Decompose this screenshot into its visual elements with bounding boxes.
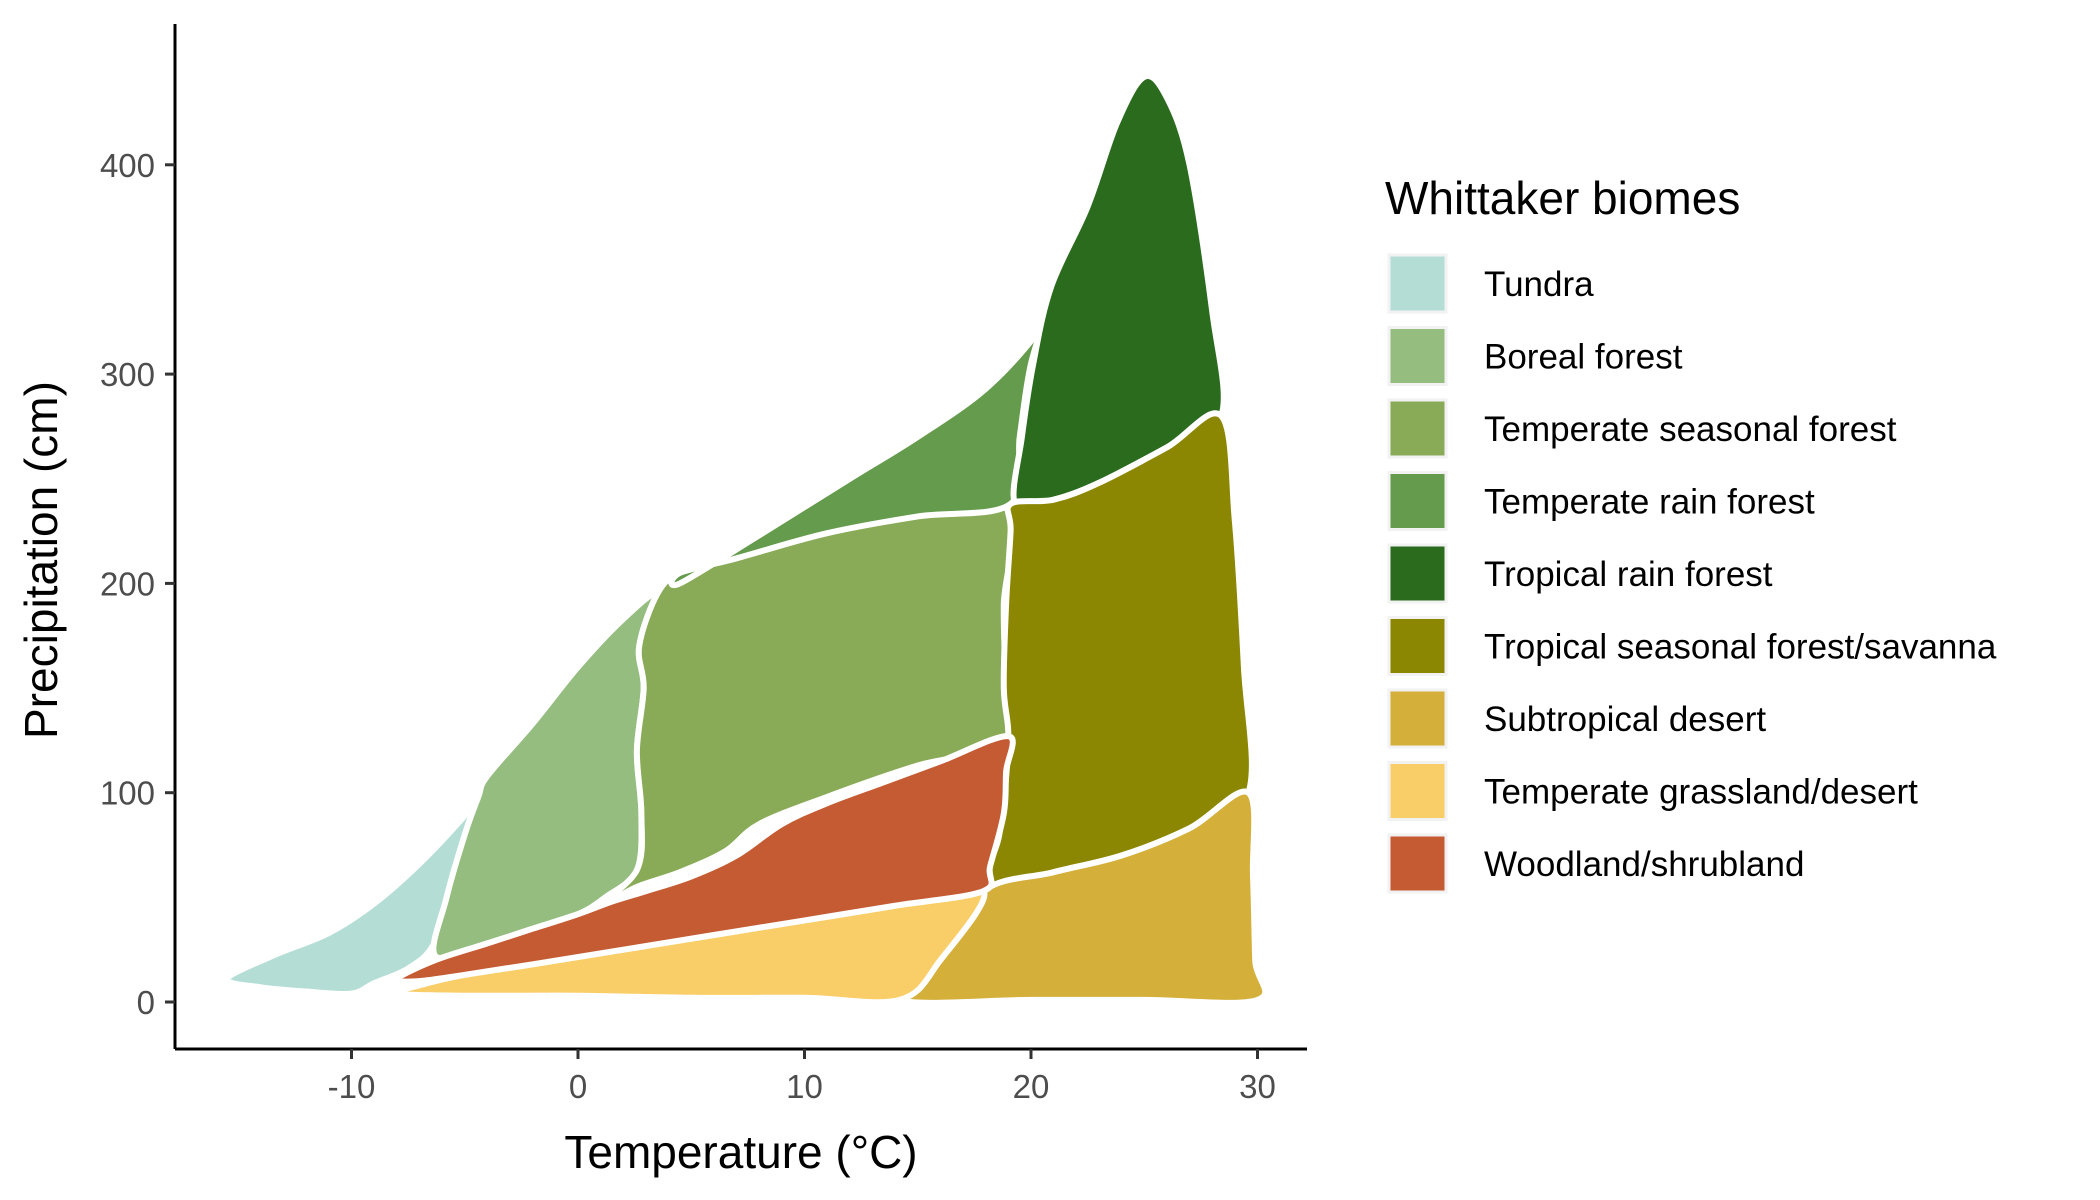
y-tick-label: 0 xyxy=(137,984,155,1021)
legend-label-woodland-shrubland: Woodland/shrubland xyxy=(1484,845,1804,884)
biome-regions xyxy=(223,73,1269,1006)
y-tick-label: 100 xyxy=(100,775,155,812)
y-tick-label: 400 xyxy=(100,147,155,184)
legend-label-subtropical-desert: Subtropical desert xyxy=(1484,700,1766,739)
legend-label-temperate-grassland-desert: Temperate grassland/desert xyxy=(1484,773,1918,812)
x-tick-label: 30 xyxy=(1239,1068,1276,1105)
biome-region-tropical-rain-forest xyxy=(1010,73,1227,512)
x-tick-label: 10 xyxy=(786,1068,823,1105)
legend-label-tropical-rain-forest: Tropical rain forest xyxy=(1484,555,1773,594)
legend-label-tropical-seasonal-forest-savanna: Tropical seasonal forest/savanna xyxy=(1484,628,1997,667)
y-axis-title: Precipitation (cm) xyxy=(15,381,67,739)
legend-swatch-tundra xyxy=(1387,253,1448,314)
legend-title: Whittaker biomes xyxy=(1385,172,1740,224)
legend-label-temperate-rain-forest: Temperate rain forest xyxy=(1484,483,1815,522)
legend-swatch-tropical-seasonal-forest-savanna xyxy=(1387,616,1448,676)
x-tick-label: 0 xyxy=(569,1068,587,1105)
axes: -10 0 10 20 30 0 100 200 300 400 Temperature (°C… xyxy=(15,24,1307,1178)
y-axis-ticks: 0 100 200 300 400 xyxy=(100,147,175,1021)
biome-region-woodland-shrubland xyxy=(393,733,1016,985)
y-tick-label: 300 xyxy=(100,356,155,393)
legend-swatch-temperate-grassland-desert xyxy=(1387,761,1448,821)
legend-label-temperate-seasonal-forest: Temperate seasonal forest xyxy=(1484,410,1897,449)
x-axis-title: Temperature (°C) xyxy=(564,1126,917,1178)
legend-swatch-woodland-shrubland xyxy=(1387,833,1448,894)
legend-items: Tundra Boreal forest Temperate seasonal fo… xyxy=(1387,253,1997,894)
legend: Whittaker biomes Tundra Boreal forest Temp… xyxy=(1385,172,1997,894)
x-tick-label: 20 xyxy=(1013,1068,1050,1105)
x-axis-ticks: -10 0 10 20 30 xyxy=(328,1049,1276,1105)
x-tick-label: -10 xyxy=(328,1068,376,1105)
legend-swatch-tropical-rain-forest xyxy=(1387,543,1448,604)
legend-swatch-boreal-forest xyxy=(1387,326,1448,386)
y-tick-label: 200 xyxy=(100,565,155,602)
legend-label-boreal-forest: Boreal forest xyxy=(1484,338,1683,377)
legend-swatch-temperate-seasonal-forest xyxy=(1387,398,1448,459)
legend-swatch-temperate-rain-forest xyxy=(1387,471,1448,531)
legend-swatch-subtropical-desert xyxy=(1387,688,1448,749)
legend-label-tundra: Tundra xyxy=(1484,265,1594,304)
